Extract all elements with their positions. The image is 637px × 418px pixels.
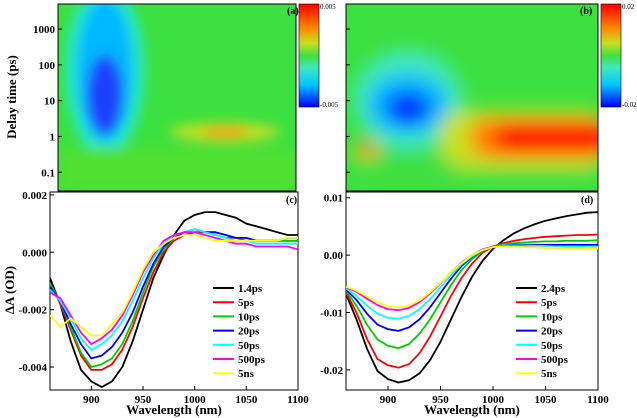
heatmap-b-neg-core [386, 92, 430, 124]
lineplot-c-legend-label: 50ps [238, 340, 260, 352]
heatmap-b: (b) [345, 3, 599, 192]
lineplot-c-xtick-label: 1050 [235, 394, 258, 406]
lineplot-d-xtick-label: 900 [380, 394, 397, 406]
lineplot-c-ytick-label: -0.002 [19, 305, 48, 317]
lineplot-d-ytick-label: -0.01 [320, 308, 343, 320]
lineplot-c-xtick-label: 950 [135, 394, 152, 406]
lineplot-d-xtick-label: 1100 [587, 394, 609, 406]
lineplot-d-xtick-label: 1050 [535, 394, 558, 406]
heatmap-a-ytick-label: 10 [44, 96, 56, 108]
lineplot-d-xtick-label: 950 [432, 394, 449, 406]
heatmap-a-positive-core [201, 127, 249, 137]
lineplot-d-series-50ps [346, 244, 598, 320]
lineplot-d-ytick-label: 0.01 [324, 193, 343, 205]
lineplot-c-series-5ps [50, 231, 298, 371]
heatmap-a-ytick-label: 100 [39, 60, 56, 72]
lineplot-c-series-5ns [50, 234, 298, 337]
lineplot-d-series-5ps [346, 233, 598, 369]
lineplot-d-legend-label: 20ps [541, 326, 563, 338]
lineplot-d-series-10ps [346, 239, 598, 349]
lineplot-c-legend-label: 1.4ps [238, 283, 263, 295]
lineplot-c-ytick-label: 0.002 [22, 190, 47, 202]
lineplot-d-ytick-label: -0.02 [320, 365, 343, 377]
colorbar-a: 0.005 -0.005 [298, 3, 339, 109]
lineplot-c-legend-label: 10ps [238, 311, 260, 323]
heatmap-a-ytick-label: 1000 [33, 24, 56, 36]
heatmap-a: (a) [57, 3, 299, 192]
heatmap-b-frame [345, 3, 599, 192]
colorbar-b-min: -0.02 [622, 101, 637, 109]
lineplot-c-legend-label: 500ps [238, 354, 266, 366]
lineplot-c-xtick-label: 900 [83, 394, 100, 406]
lineplot-c-legend-label: 5ps [238, 297, 255, 309]
colorbar-a-max: 0.005 [320, 3, 336, 11]
panel-label-d: (d) [581, 195, 593, 206]
heatmap-ylabel: Delay time (ps) [4, 55, 19, 139]
colorbar-a-min: -0.005 [320, 101, 339, 109]
colorbar-b-max: 0.02 [622, 3, 635, 11]
heatmap-b-pos-core [495, 124, 598, 152]
lineplot-ylabel: ΔA (OD) [2, 266, 17, 314]
heatmap-a-frame [57, 3, 297, 192]
panel-label-c: (c) [286, 195, 297, 206]
lineplot-d-legend-label: 10ps [541, 311, 563, 323]
lineplot-d-legend-label: 5ns [541, 368, 558, 380]
dynamic-chart-layer: 0.1 1 10 100 1000 900 950 1000 1050 1100 -0.004 -0.… [19, 24, 610, 406]
lineplot-c-ytick-label: -0.004 [19, 362, 48, 374]
lineplot-d-ytick-label: 0.00 [324, 250, 344, 262]
heatmap-a-ytick-label: 1 [50, 131, 56, 143]
panel-label-a: (a) [287, 6, 299, 17]
xlabel-d: Wavelength (nm) [424, 402, 520, 417]
lineplot-d-series-2.4ps [346, 211, 598, 384]
lineplot-c-xtick-label: 1000 [184, 394, 207, 406]
lineplot-d-xtick-label: 1000 [482, 394, 505, 406]
lineplot-c-series-500ps [50, 231, 298, 345]
lineplot-d-legend-label: 500ps [541, 354, 569, 366]
lineplot-d-legend-label: 2.4ps [541, 283, 566, 295]
heatmap-a-band-core [87, 55, 123, 135]
colorbar-b-gradient [600, 3, 622, 108]
heatmap-a-early-band [58, 148, 296, 191]
heatmap-b-spot [356, 142, 380, 158]
xlabel-c: Wavelength (nm) [126, 402, 222, 417]
lineplot-c-legend-label: 5ns [238, 368, 255, 380]
colorbar-a-gradient [298, 3, 320, 108]
heatmap-a-ytick-label: 0.1 [41, 167, 55, 179]
lineplot-c-xtick-label: 1100 [287, 394, 309, 406]
lineplot-d-series-5ns [346, 245, 598, 309]
colorbar-b: 0.02 -0.02 [600, 3, 637, 109]
panel-label-b: (b) [580, 6, 592, 17]
lineplot-c-ytick-label: 0.000 [22, 247, 47, 259]
lineplot-c-frame [49, 191, 299, 391]
lineplot-c-legend-label: 20ps [238, 326, 260, 338]
lineplot-d-legend-label: 5ps [541, 297, 558, 309]
lineplot-d-legend-label: 50ps [541, 340, 563, 352]
